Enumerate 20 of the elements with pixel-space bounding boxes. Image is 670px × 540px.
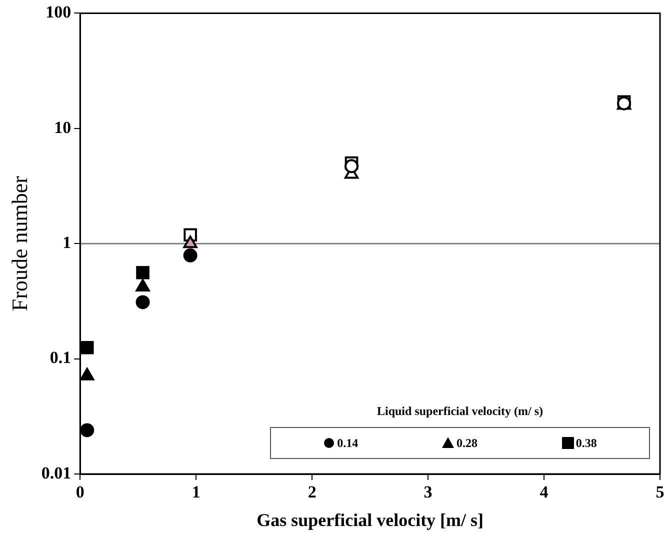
point <box>183 248 198 262</box>
x-axis-title: Gas superficial velocity [m/ s] <box>256 510 484 530</box>
point <box>136 295 150 310</box>
x-tick-label: 0 <box>76 482 84 502</box>
legend-label: 0.28 <box>456 436 478 450</box>
x-tick-label: 2 <box>308 482 316 502</box>
legend-label: 0.14 <box>337 436 358 450</box>
legend-title: Liquid superficial velocity (m/ s) <box>376 404 544 419</box>
legend-label: 0.38 <box>576 436 597 450</box>
point <box>80 423 94 438</box>
y-axis-title: Froude number <box>6 175 32 312</box>
x-tick-label: 1 <box>192 482 200 502</box>
y-tick-label: 100 <box>46 2 72 22</box>
y-tick-label: 0.01 <box>41 463 72 482</box>
y-tick-label: 0.1 <box>50 348 72 368</box>
x-tick-label: 4 <box>540 482 549 502</box>
y-tick-label: 1 <box>62 232 72 252</box>
x-tick-label: 3 <box>424 482 432 502</box>
x-tick-label: 5 <box>656 482 664 502</box>
y-tick-label: 10 <box>54 118 72 137</box>
